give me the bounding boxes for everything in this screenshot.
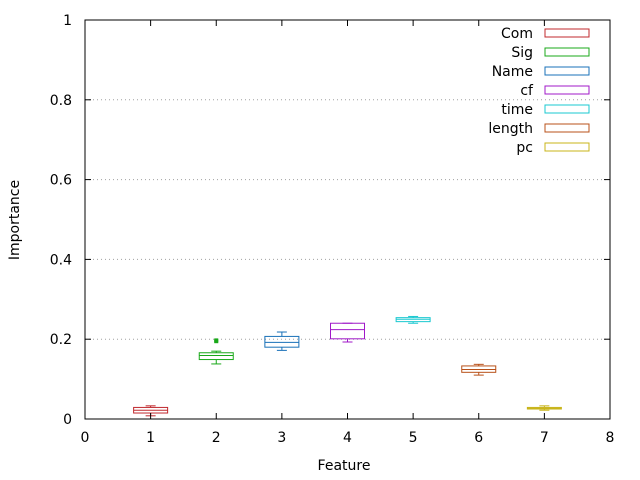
legend-label-Name: Name xyxy=(492,64,533,80)
box-pc xyxy=(526,405,562,411)
x-tick-label-2: 2 xyxy=(212,430,221,446)
legend-entry-Com: Com xyxy=(501,26,590,42)
y-tick-label-0: 0 xyxy=(63,412,72,428)
legend-entry-pc: pc xyxy=(516,140,590,156)
box-length xyxy=(461,363,497,376)
iqr-box-Sig xyxy=(198,352,234,361)
y-tick-label-5: 1 xyxy=(63,13,72,29)
y-tick-label-3: 0.6 xyxy=(50,173,72,189)
x-tick-label-6: 6 xyxy=(474,430,483,446)
legend: Com Sig Name cf time length pc xyxy=(488,26,590,156)
y-axis-label: Importance xyxy=(7,180,23,260)
box-time xyxy=(395,315,431,324)
legend-swatch-cf xyxy=(544,85,590,95)
legend-label-length: length xyxy=(488,121,533,137)
x-tick-label-3: 3 xyxy=(277,430,286,446)
box-cf xyxy=(330,322,365,343)
iqr-box-cf xyxy=(330,322,365,340)
axis-ticks: 0 0.2 0.4 0.6 0.8 1 0 1 2 3 4 5 6 7 8 xyxy=(50,13,615,446)
y-tick-label-1: 0.2 xyxy=(50,332,72,348)
legend-swatch-pc xyxy=(544,142,590,152)
y-tick-label-2: 0.4 xyxy=(50,252,72,268)
legend-label-pc: pc xyxy=(516,140,533,156)
x-tick-label-8: 8 xyxy=(606,430,615,446)
legend-label-time: time xyxy=(501,102,533,118)
legend-label-Com: Com xyxy=(501,26,533,42)
box-Sig xyxy=(198,338,234,365)
legend-entry-Sig: Sig xyxy=(511,45,590,61)
legend-label-cf: cf xyxy=(520,83,534,99)
legend-entry-Name: Name xyxy=(492,64,590,80)
legend-swatch-time xyxy=(544,104,590,114)
x-tick-label-1: 1 xyxy=(146,430,155,446)
box-series xyxy=(133,315,562,417)
y-tick-label-4: 0.8 xyxy=(50,93,72,109)
x-tick-label-0: 0 xyxy=(81,430,90,446)
legend-entry-length: length xyxy=(488,121,590,137)
iqr-box-Name xyxy=(264,335,300,348)
outlier-Sig-1 xyxy=(214,338,219,343)
legend-swatch-Sig xyxy=(544,47,590,57)
legend-entry-cf: cf xyxy=(520,83,590,99)
box-Name xyxy=(264,331,300,351)
x-tick-label-4: 4 xyxy=(343,430,352,446)
legend-entry-time: time xyxy=(501,102,590,118)
x-axis-label: Feature xyxy=(318,458,371,474)
x-tick-label-5: 5 xyxy=(409,430,418,446)
legend-label-Sig: Sig xyxy=(511,45,533,61)
x-tick-label-7: 7 xyxy=(540,430,549,446)
legend-swatch-Com xyxy=(544,28,590,38)
legend-swatch-length xyxy=(544,123,590,133)
legend-swatch-Name xyxy=(544,66,590,76)
